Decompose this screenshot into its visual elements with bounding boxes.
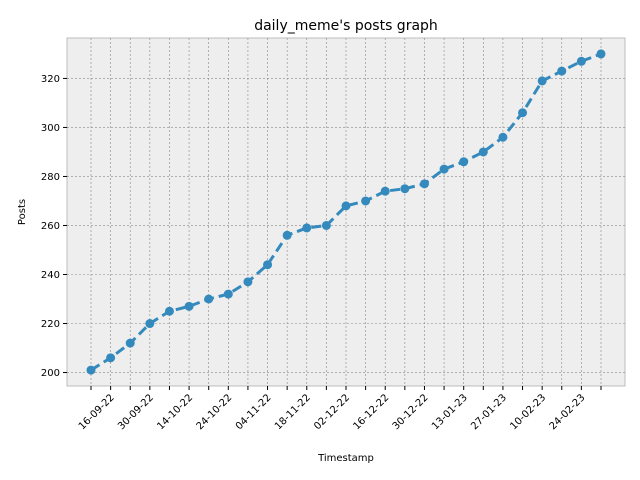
data-point <box>86 365 96 375</box>
data-point <box>596 49 606 59</box>
data-point <box>321 220 331 230</box>
x-tick-label: 18-11-22 <box>273 392 313 432</box>
data-point <box>106 353 116 363</box>
x-tick-label: 30-12-22 <box>391 392 431 432</box>
y-tick-label: 300 <box>41 123 60 134</box>
data-point <box>380 186 390 196</box>
x-tick-label: 10-02-23 <box>508 392 548 432</box>
marks <box>86 49 606 375</box>
data-point <box>184 301 194 311</box>
data-point <box>223 289 233 299</box>
series-line <box>90 52 602 372</box>
data-point <box>164 306 174 316</box>
data-point <box>557 66 567 76</box>
data-point <box>537 76 547 86</box>
x-tick-label: 30-09-22 <box>116 392 156 432</box>
data-point <box>263 260 273 270</box>
x-axis-label: Timestamp <box>317 453 374 464</box>
y-axis-label: Posts <box>17 199 28 225</box>
data-point <box>341 201 351 211</box>
data-point <box>400 184 410 194</box>
x-tick-label: 04-11-22 <box>234 392 274 432</box>
x-tick-label: 13-01-23 <box>430 392 470 432</box>
y-tick-label: 200 <box>41 368 60 379</box>
x-tick-label: 24-10-22 <box>195 392 235 432</box>
y-tick-label: 280 <box>41 172 60 183</box>
x-tick-label: 16-09-22 <box>77 392 117 432</box>
x-tick-label: 24-02-23 <box>548 392 588 432</box>
chart-title: daily_meme's posts graph <box>254 18 438 34</box>
y-tick-label: 320 <box>41 74 60 85</box>
data-point <box>145 319 155 329</box>
y-tick-label: 240 <box>41 270 60 281</box>
x-tick-label: 27-01-23 <box>469 392 509 432</box>
y-tick-label: 260 <box>41 221 60 232</box>
data-point <box>204 294 214 304</box>
data-point <box>518 108 528 118</box>
x-tick-label: 16-12-22 <box>351 392 391 432</box>
data-point <box>419 179 429 189</box>
data-point <box>439 164 449 174</box>
data-point <box>125 338 135 348</box>
data-point <box>498 132 508 142</box>
data-point <box>478 147 488 157</box>
data-point <box>459 157 469 167</box>
y-tick-label: 220 <box>41 319 60 330</box>
data-point <box>361 196 371 206</box>
data-point <box>243 277 253 287</box>
data-point <box>576 56 586 66</box>
x-tick-label: 14-10-22 <box>155 392 195 432</box>
data-point <box>302 223 312 233</box>
x-tick-label: 02-12-22 <box>312 392 352 432</box>
data-point <box>282 230 292 240</box>
